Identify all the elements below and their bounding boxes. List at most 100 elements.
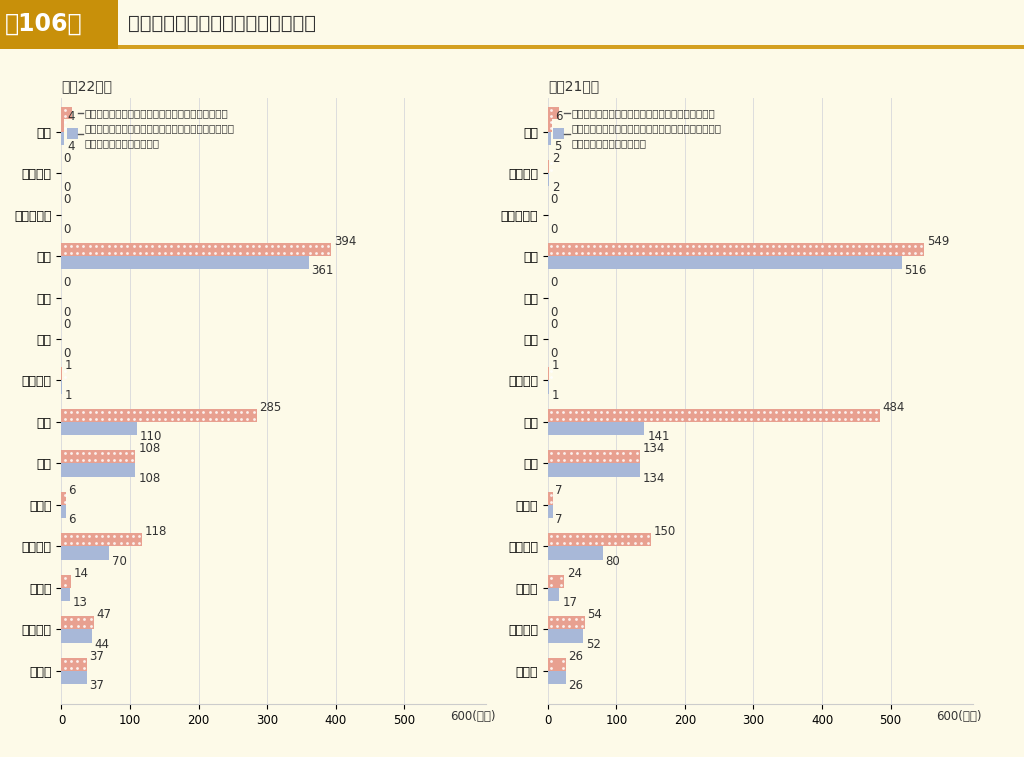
Text: 業会計の資金不足額合計額: 業会計の資金不足額合計額 [571, 138, 646, 148]
Bar [548, 505, 553, 519]
Text: 0: 0 [550, 306, 557, 319]
Text: 資金不足額の状況（事業別合計額）: 資金不足額の状況（事業別合計額） [128, 14, 316, 33]
Text: 0: 0 [63, 151, 71, 165]
Text: 484: 484 [883, 400, 904, 413]
Text: 13: 13 [73, 597, 88, 609]
Bar [548, 671, 565, 684]
Text: 7: 7 [555, 484, 563, 497]
Text: 24: 24 [567, 566, 582, 580]
Text: 26: 26 [568, 650, 584, 662]
Bar [548, 160, 549, 173]
Text: 0: 0 [63, 306, 71, 319]
Bar [548, 491, 553, 505]
Text: 47: 47 [96, 608, 112, 621]
Bar [61, 256, 309, 269]
Bar [548, 422, 644, 435]
Bar [61, 491, 66, 505]
Text: 第106図: 第106図 [5, 11, 83, 36]
Text: 108: 108 [138, 442, 161, 455]
Text: 5: 5 [554, 140, 561, 153]
Bar [548, 173, 549, 186]
Text: 6: 6 [69, 513, 76, 526]
Text: 1: 1 [65, 359, 73, 372]
Text: 資金不足額がある公営企業会計の資金不足額合計額: 資金不足額がある公営企業会計の資金不足額合計額 [571, 108, 715, 118]
Text: 44: 44 [94, 637, 110, 651]
Bar [0, 0, 118, 49]
Text: 361: 361 [311, 264, 334, 277]
Text: 6: 6 [555, 111, 562, 123]
Text: 0: 0 [63, 318, 71, 331]
Bar [61, 243, 332, 256]
Text: 7: 7 [555, 513, 563, 526]
Bar [61, 533, 142, 547]
Bar [548, 450, 640, 463]
Text: 134: 134 [642, 472, 665, 484]
Bar [67, 128, 78, 139]
Bar [61, 658, 87, 671]
Text: 平成21年度: 平成21年度 [548, 79, 599, 93]
Text: 1: 1 [551, 359, 559, 372]
Text: 141: 141 [647, 430, 670, 444]
Text: 0: 0 [550, 223, 557, 236]
Bar [61, 118, 65, 132]
Text: 0: 0 [550, 347, 557, 360]
Bar [61, 107, 73, 119]
Bar [61, 547, 110, 559]
Text: 54: 54 [588, 608, 602, 621]
Bar [61, 505, 66, 519]
Text: 0: 0 [63, 347, 71, 360]
Bar [548, 658, 565, 671]
Text: 14: 14 [74, 566, 89, 580]
Bar [548, 132, 551, 145]
Text: 108: 108 [138, 472, 161, 484]
Bar [548, 575, 564, 588]
Text: 6: 6 [69, 484, 76, 497]
Text: 600(億円): 600(億円) [936, 710, 982, 723]
Bar [61, 422, 137, 435]
Text: 1: 1 [65, 389, 73, 402]
Text: うち資金不足比率が経営健全化基準以上である公営企: うち資金不足比率が経営健全化基準以上である公営企 [571, 123, 721, 133]
Text: 4: 4 [67, 111, 75, 123]
Bar [0, 45, 1024, 49]
Text: 平成22年度: 平成22年度 [61, 79, 113, 93]
Text: 26: 26 [568, 679, 584, 692]
Bar [61, 132, 65, 145]
Text: 52: 52 [586, 637, 601, 651]
Text: うち資金不足比率が経営健全化基準以上である公営企: うち資金不足比率が経営健全化基準以上である公営企 [85, 123, 234, 133]
Bar [548, 107, 559, 119]
Text: 資金不足額がある公営企業会計の資金不足額合計額: 資金不足額がある公営企業会計の資金不足額合計額 [85, 108, 228, 118]
Text: 394: 394 [334, 235, 356, 248]
Text: 0: 0 [550, 276, 557, 289]
Text: 600(億円): 600(億円) [450, 710, 496, 723]
Bar [61, 409, 257, 422]
Text: 70: 70 [113, 555, 127, 568]
Bar [61, 450, 135, 463]
Text: 516: 516 [904, 264, 927, 277]
Bar [548, 547, 603, 559]
Text: 17: 17 [562, 597, 578, 609]
Bar [61, 588, 71, 601]
Text: 285: 285 [259, 400, 282, 413]
Text: 549: 549 [927, 235, 949, 248]
Bar [548, 409, 880, 422]
Text: 2: 2 [552, 151, 559, 165]
Text: 4: 4 [67, 140, 75, 153]
Text: 0: 0 [63, 182, 71, 195]
Bar [548, 533, 650, 547]
Bar [548, 118, 552, 132]
Bar [548, 243, 924, 256]
Text: 0: 0 [63, 193, 71, 206]
Text: 0: 0 [550, 318, 557, 331]
Bar [61, 575, 71, 588]
Text: 37: 37 [89, 679, 104, 692]
Text: 0: 0 [63, 276, 71, 289]
Text: 0: 0 [63, 223, 71, 236]
Bar [61, 671, 87, 684]
Text: 2: 2 [552, 182, 559, 195]
Text: 118: 118 [145, 525, 168, 538]
Bar [548, 629, 584, 643]
Text: 業会計の資金不足額合計額: 業会計の資金不足額合計額 [85, 138, 160, 148]
Text: 0: 0 [550, 193, 557, 206]
Text: 110: 110 [139, 430, 162, 444]
Text: 37: 37 [89, 650, 104, 662]
